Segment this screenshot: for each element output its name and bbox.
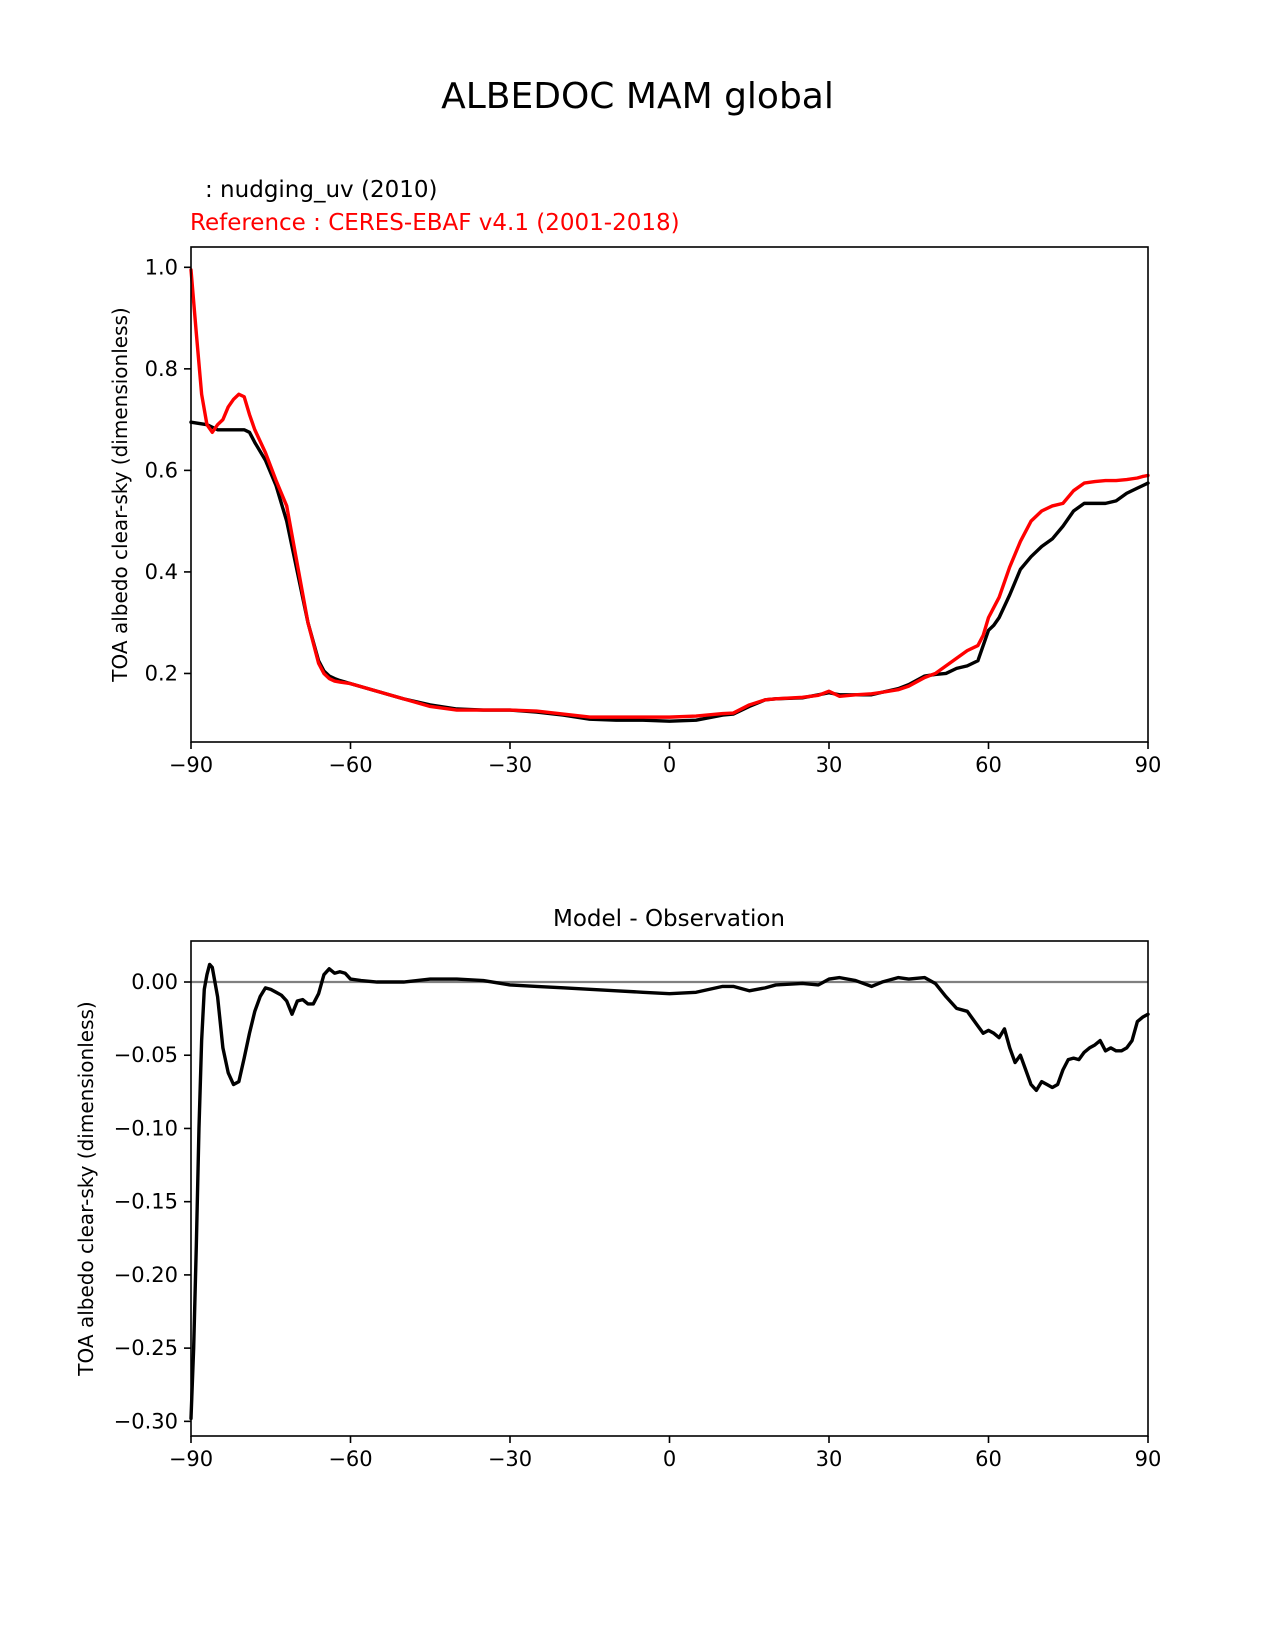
y-tick-label: −0.05 [114, 1043, 178, 1067]
y-tick-label: 0.6 [145, 458, 178, 482]
y-tick-label: 0.8 [145, 357, 178, 381]
x-tick-label: 90 [1135, 1447, 1162, 1471]
x-tick-label: −60 [328, 753, 372, 777]
y-tick-label: −0.15 [114, 1190, 178, 1214]
x-tick-label: 60 [975, 753, 1002, 777]
x-tick-label: −30 [488, 753, 532, 777]
series-line-1-0 [189, 962, 1150, 1421]
chart-panel-bottom: −90 −60 −30 0 30 60 90 0.00 −0.05 −0.10 −0.15 −0.20… [74, 940, 1162, 1471]
y-tick-label: 0.00 [131, 970, 178, 994]
y-tick-label: −0.20 [114, 1263, 178, 1287]
x-tick-label: −90 [169, 753, 213, 777]
figure-title: ALBEDOC MAM global [441, 76, 834, 117]
series-line-0-0 [189, 420, 1150, 723]
x-tick-label: −90 [169, 1447, 213, 1471]
y-axis-label: TOA albedo clear-sky (dimensionless) [108, 307, 132, 682]
axes-frame [190, 940, 1149, 1437]
series-line-0-1 [189, 268, 1150, 719]
y-tick-label: −0.25 [114, 1336, 178, 1360]
axes-frame [190, 246, 1149, 743]
y-tick-label: 1.0 [145, 255, 178, 279]
chart-panel-top: −90 −60 −30 0 30 60 90 0.2 0.4 0.6 0.8 1.0 TOA albed… [108, 246, 1162, 777]
x-tick-label: 60 [975, 1447, 1002, 1471]
x-tick-label: 30 [816, 753, 843, 777]
y-tick-label: −0.10 [114, 1116, 178, 1140]
model-label: : nudging_uv (2010) [205, 177, 437, 203]
difference-panel-title: Model - Observation [553, 906, 785, 932]
x-tick-label: −60 [328, 1447, 372, 1471]
x-tick-label: −30 [488, 1447, 532, 1471]
x-tick-label: 90 [1135, 753, 1162, 777]
y-tick-label: −0.30 [114, 1409, 178, 1433]
y-tick-label: 0.4 [145, 560, 178, 584]
reference-label: Reference : CERES-EBAF v4.1 (2001-2018) [190, 210, 680, 236]
y-axis-label: TOA albedo clear-sky (dimensionless) [74, 1001, 98, 1376]
x-tick-label: 0 [663, 753, 676, 777]
x-tick-label: 30 [816, 1447, 843, 1471]
y-tick-label: 0.2 [145, 661, 178, 685]
x-tick-label: 0 [663, 1447, 676, 1471]
